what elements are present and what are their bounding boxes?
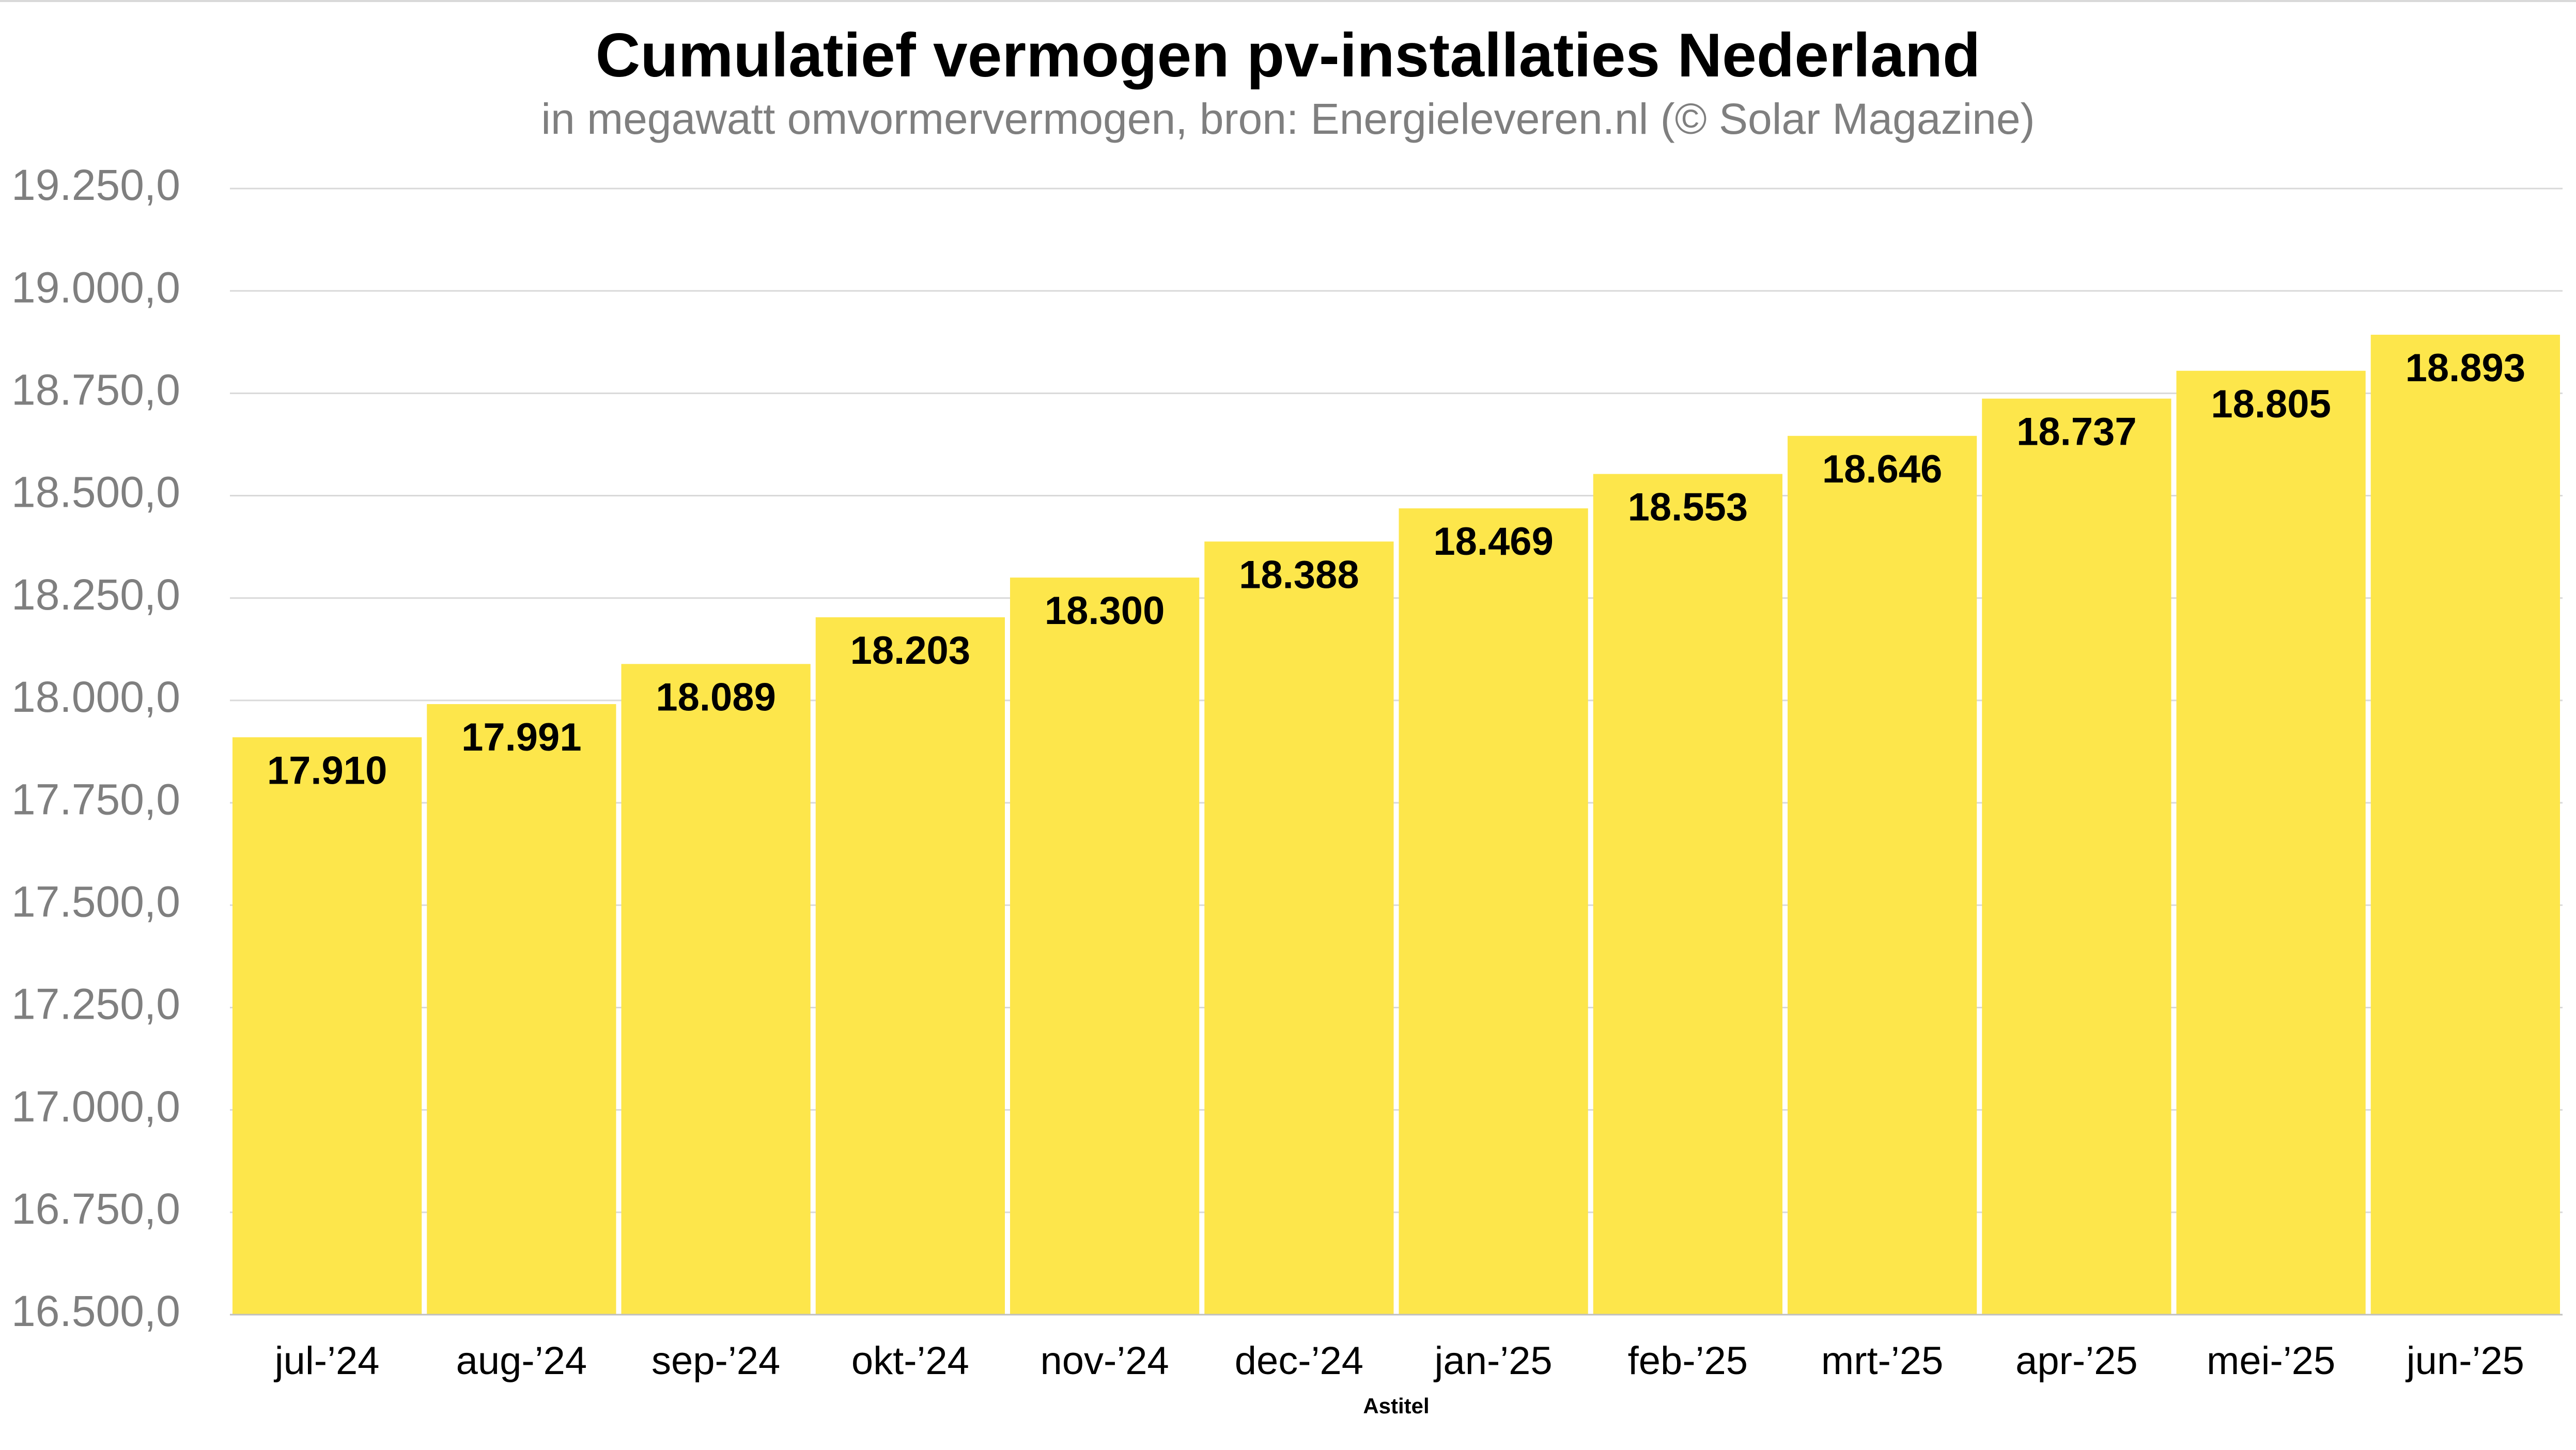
x-tick-label: okt-’24 (851, 1339, 969, 1383)
y-tick-label: 16.750,0 (11, 1184, 180, 1233)
data-label: 18.737 (2016, 410, 2136, 454)
bar (232, 737, 422, 1315)
bar (1204, 541, 1394, 1315)
bar (427, 704, 616, 1315)
gridlines (230, 188, 2563, 1316)
x-tick-label: feb-’25 (1628, 1339, 1748, 1383)
x-tick-label: aug-’24 (456, 1339, 587, 1383)
x-tick-label: mrt-’25 (1821, 1339, 1943, 1383)
y-tick-label: 19.000,0 (11, 263, 180, 311)
chart-subtitle: in megawatt omvormervermogen, bron: Ener… (541, 95, 2035, 143)
x-tick-label: sep-’24 (651, 1339, 780, 1383)
x-tick-label: nov-’24 (1040, 1339, 1169, 1383)
chart-title: Cumulatief vermogen pv-installaties Nede… (595, 21, 1981, 90)
x-tick-label: mei-’25 (2207, 1339, 2335, 1383)
y-tick-label: 19.250,0 (11, 161, 180, 209)
bar (1399, 508, 1588, 1315)
bar (1593, 474, 1782, 1315)
data-label: 18.388 (1239, 553, 1359, 597)
y-tick-label: 16.500,0 (11, 1287, 180, 1335)
data-label: 18.300 (1045, 589, 1165, 633)
data-label: 18.203 (850, 629, 970, 673)
y-tick-label: 18.750,0 (11, 366, 180, 414)
bar (815, 617, 1005, 1315)
bar (2370, 335, 2560, 1315)
bars (232, 335, 2560, 1315)
y-tick-label: 18.500,0 (11, 468, 180, 517)
bar (621, 664, 811, 1315)
data-label: 18.469 (1433, 520, 1553, 564)
data-label: 18.089 (656, 675, 775, 719)
data-label: 18.646 (1822, 447, 1942, 491)
y-axis-ticks: 16.500,0 16.750,0 17.000,0 17.250,0 17.500,0… (11, 161, 180, 1335)
x-axis-title: Astitel (1363, 1394, 1429, 1418)
data-label: 18.553 (1628, 486, 1748, 529)
x-tick-label: dec-’24 (1235, 1339, 1363, 1383)
y-tick-label: 18.250,0 (11, 570, 180, 619)
y-tick-label: 18.000,0 (11, 673, 180, 721)
bar (1788, 435, 1977, 1315)
top-border (0, 0, 2576, 2)
y-tick-label: 17.750,0 (11, 775, 180, 823)
bar (1010, 578, 1200, 1315)
x-axis-ticks: jul-’24 aug-’24 sep-’24 okt-’24 nov-’24 dec-’… (274, 1339, 2524, 1383)
x-tick-label: apr-’25 (2015, 1339, 2138, 1383)
data-label: 17.910 (267, 749, 387, 792)
x-tick-label: jan-’25 (1434, 1339, 1553, 1383)
x-tick-label: jul-’24 (274, 1339, 380, 1383)
x-tick-label: jun-’25 (2406, 1339, 2524, 1383)
bar (1982, 398, 2171, 1315)
y-tick-label: 17.000,0 (11, 1082, 180, 1131)
y-tick-label: 17.500,0 (11, 877, 180, 926)
data-labels: 17.910 17.991 18.089 18.203 18.300 18.388 18.4… (267, 346, 2525, 792)
bar (2176, 370, 2366, 1315)
data-label: 18.805 (2211, 382, 2331, 426)
data-label: 18.893 (2406, 346, 2525, 390)
y-tick-label: 17.250,0 (11, 980, 180, 1028)
data-label: 17.991 (461, 715, 581, 759)
